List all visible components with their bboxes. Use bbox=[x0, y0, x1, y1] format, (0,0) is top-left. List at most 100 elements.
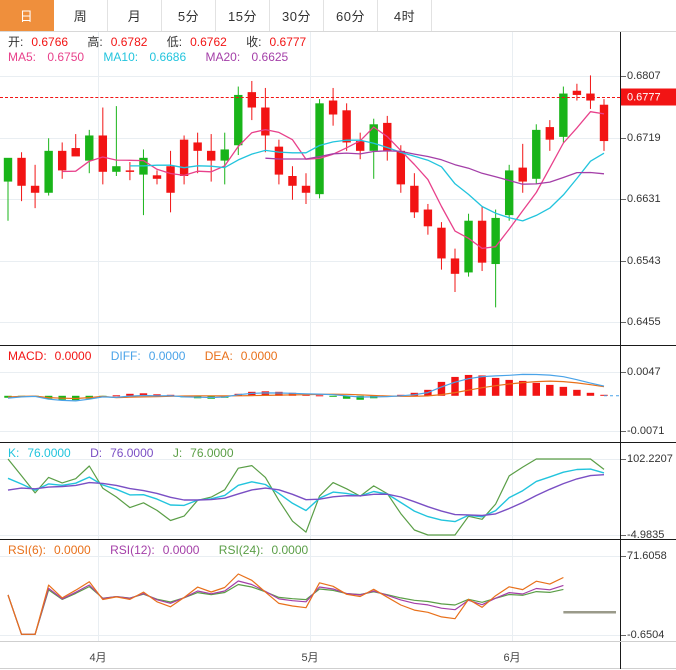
kdj-plot[interactable] bbox=[0, 443, 620, 539]
ma5-value: 0.6750 bbox=[47, 50, 85, 64]
tab-label: 周 bbox=[73, 9, 88, 24]
current-price-line bbox=[0, 97, 620, 98]
current-price-badge: 0.6777 bbox=[621, 88, 676, 106]
rsi-axis: 71.6058 -0.6504 bbox=[620, 540, 676, 641]
panel-divider bbox=[0, 442, 676, 443]
axis-tick-label: 0.6543 bbox=[627, 254, 661, 267]
axis-tick bbox=[621, 431, 626, 433]
axis-tick-label: 0.6631 bbox=[627, 193, 661, 206]
j-label: J: bbox=[172, 446, 183, 460]
axis-tick bbox=[621, 76, 626, 78]
axis-tick bbox=[621, 137, 626, 139]
date-axis-label: 6月 bbox=[503, 652, 521, 664]
rsi-plot[interactable] bbox=[0, 540, 620, 641]
axis-tick bbox=[621, 322, 626, 324]
date-axis-label: 5月 bbox=[301, 652, 319, 664]
d-label: D: bbox=[90, 446, 103, 460]
gridline bbox=[98, 346, 99, 442]
axis-tick bbox=[621, 635, 626, 636]
tab-label: 15分 bbox=[228, 9, 257, 24]
ma20-value: 0.6625 bbox=[251, 50, 289, 64]
price-legend: 开: 0.6766 高: 0.6782 低: 0.6762 收: 0.6777 MA5:… bbox=[8, 35, 322, 65]
date-axis-label: 4月 bbox=[89, 652, 107, 664]
open-value: 0.6766 bbox=[31, 35, 69, 49]
tab-label: 日 bbox=[19, 9, 34, 24]
rsi24-label: RSI(24): bbox=[218, 543, 264, 557]
high-label: 高: bbox=[87, 35, 103, 49]
macd-plot[interactable] bbox=[0, 346, 620, 442]
gridline bbox=[310, 32, 311, 345]
dea-label: DEA: bbox=[204, 349, 233, 363]
ma10-label: MA10: bbox=[103, 50, 139, 64]
ma10-value: 0.6686 bbox=[149, 50, 187, 64]
gridline bbox=[512, 540, 513, 641]
price-axis: 0.6807 0.6719 0.6631 0.6543 0.6455 0.6777 bbox=[620, 32, 676, 345]
high-value: 0.6782 bbox=[110, 35, 148, 49]
close-label: 收: bbox=[246, 35, 262, 49]
tab-5min[interactable]: 5分 bbox=[162, 0, 216, 31]
tab-month[interactable]: 月 bbox=[108, 0, 162, 31]
macd-legend: MACD: 0.0000 DIFF: 0.0000 DEA: 0.0000 bbox=[8, 349, 293, 364]
tabbar-filler bbox=[432, 0, 676, 31]
axis-tick-label: 102.2207 bbox=[627, 453, 673, 465]
tab-label: 30分 bbox=[282, 9, 311, 24]
axis-tick-label: -4.9835 bbox=[627, 529, 665, 541]
date-axis: 4月 5月 6月 bbox=[0, 641, 676, 669]
kdj-legend: K: 76.0000 D: 76.0000 J: 76.0000 bbox=[8, 446, 250, 461]
panel-divider bbox=[0, 345, 676, 346]
panel-divider bbox=[0, 539, 676, 540]
tab-week[interactable]: 周 bbox=[54, 0, 108, 31]
d-value: 76.0000 bbox=[110, 446, 154, 460]
kdj-axis: 102.2207 -4.9835 bbox=[620, 443, 676, 541]
tab-label: 月 bbox=[127, 9, 142, 24]
j-value: 76.0000 bbox=[190, 446, 234, 460]
rsi6-label: RSI(6): bbox=[8, 543, 47, 557]
gridline bbox=[512, 443, 513, 539]
tab-day[interactable]: 日 bbox=[0, 0, 54, 31]
low-value: 0.6762 bbox=[190, 35, 227, 49]
candlestick-plot[interactable] bbox=[0, 32, 620, 345]
gridline bbox=[310, 540, 311, 641]
low-label: 低: bbox=[166, 35, 183, 49]
tab-30min[interactable]: 30分 bbox=[270, 0, 324, 31]
gridline bbox=[98, 540, 99, 641]
rsi12-value: 0.0000 bbox=[162, 543, 200, 557]
current-price-value: 0.6777 bbox=[627, 91, 661, 104]
tab-60min[interactable]: 60分 bbox=[324, 0, 378, 31]
diff-value: 0.0000 bbox=[148, 349, 186, 363]
open-label: 开: bbox=[8, 35, 24, 49]
tab-15min[interactable]: 15分 bbox=[216, 0, 270, 31]
k-label: K: bbox=[8, 446, 20, 460]
date-axis-separator bbox=[620, 642, 621, 669]
macd-value: 0.0000 bbox=[54, 349, 92, 363]
axis-tick bbox=[621, 459, 626, 460]
axis-tick-label: -0.0071 bbox=[627, 425, 665, 438]
rsi6-value: 0.0000 bbox=[54, 543, 91, 557]
axis-tick bbox=[621, 372, 626, 374]
rsi12-label: RSI(12): bbox=[110, 543, 155, 557]
axis-tick bbox=[621, 556, 626, 557]
axis-tick-label: -0.6504 bbox=[627, 629, 665, 641]
axis-tick-label: 0.6807 bbox=[627, 70, 661, 83]
timeframe-tabbar: 日 周 月 5分 15分 30分 60分 4时 bbox=[0, 0, 676, 32]
axis-tick-label: 71.6058 bbox=[627, 550, 667, 562]
axis-tick-label: 0.0047 bbox=[627, 366, 661, 379]
axis-tick bbox=[621, 260, 626, 262]
k-value: 76.0000 bbox=[27, 446, 71, 460]
close-value: 0.6777 bbox=[269, 35, 307, 49]
diff-label: DIFF: bbox=[110, 349, 141, 363]
tab-label: 60分 bbox=[336, 9, 365, 24]
macd-axis: 0.0047 -0.0071 bbox=[620, 346, 676, 442]
gridline bbox=[310, 443, 311, 539]
axis-tick bbox=[621, 199, 626, 201]
tab-4hour[interactable]: 4时 bbox=[378, 0, 432, 31]
axis-tick-label: 0.6719 bbox=[627, 131, 661, 144]
dea-value: 0.0000 bbox=[240, 349, 278, 363]
rsi-legend: RSI(6): 0.0000 RSI(12): 0.0000 RSI(24): 0.0… bbox=[8, 543, 324, 558]
rsi24-value: 0.0000 bbox=[271, 543, 309, 557]
gridline bbox=[98, 443, 99, 539]
tab-label: 4时 bbox=[393, 9, 416, 24]
axis-tick-label: 0.6455 bbox=[627, 316, 661, 329]
gridline bbox=[98, 32, 99, 345]
